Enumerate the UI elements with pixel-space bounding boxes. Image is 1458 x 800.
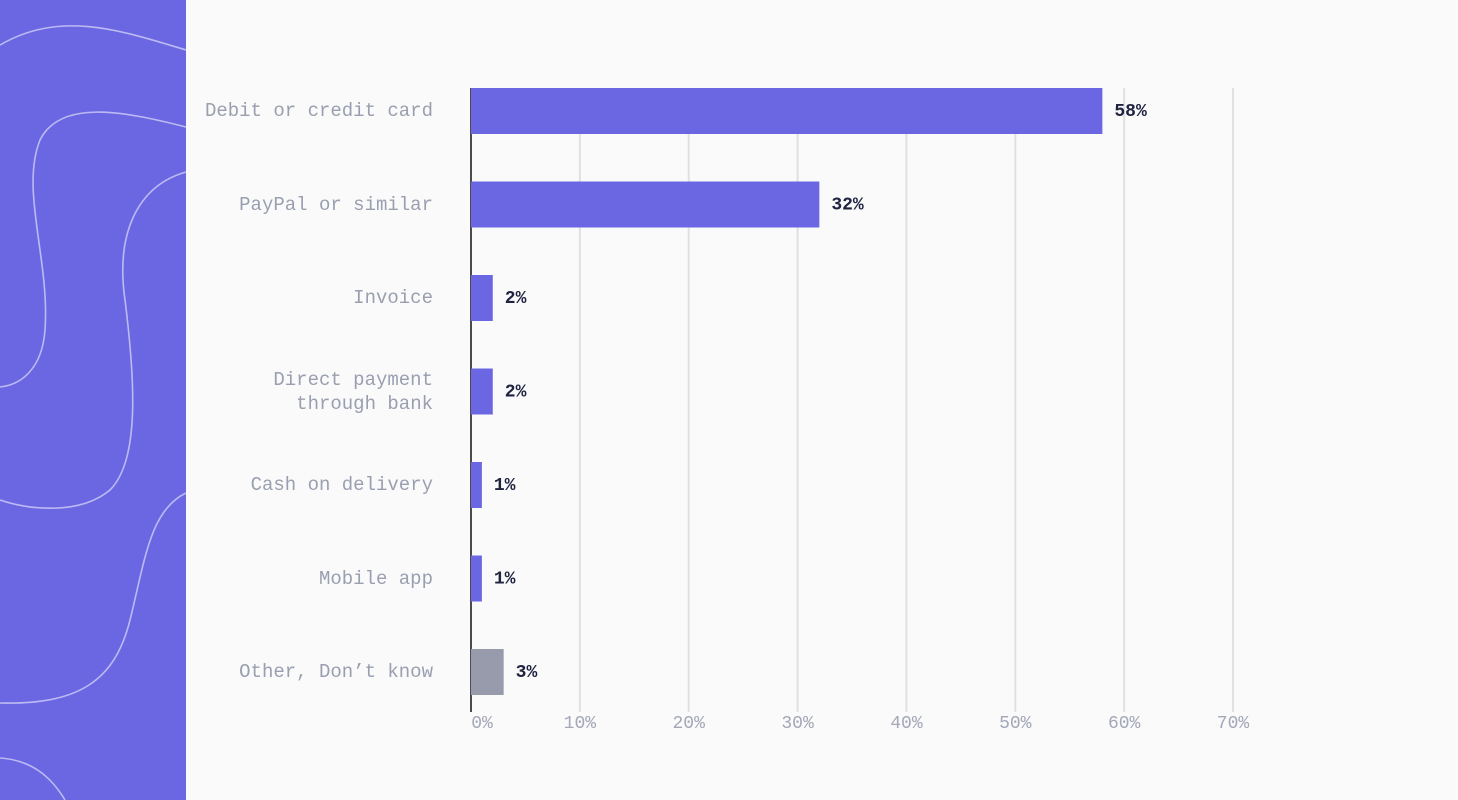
side-panel [0,0,186,800]
x-tick-label: 40% [890,714,923,734]
bar [471,368,493,415]
value-label: 2% [505,382,527,402]
value-label: 58% [1114,102,1147,122]
category-label: Invoice [353,287,433,309]
value-label: 2% [505,289,527,309]
bar [471,462,482,508]
x-tick-label: 70% [1217,714,1250,734]
value-label: 32% [831,195,864,215]
x-tick-label: 20% [673,714,706,734]
bar [471,555,482,602]
category-label: PayPal or similar [239,193,433,216]
category-label: Cash on delivery [250,474,433,496]
category-label: Mobile app [318,567,433,590]
decoration [0,25,187,800]
x-tick-label: 50% [999,714,1032,734]
bar [471,88,1103,134]
bar [471,181,820,228]
category-label: Debit or credit card [204,100,433,122]
category-label: Other, Don’t know [239,661,433,683]
value-label: 1% [494,476,516,496]
x-tick-label: 0% [471,714,493,734]
value-label: 3% [516,663,538,683]
category-label: Direct payment through bank [273,368,433,415]
bar [471,649,504,695]
x-tick-label: 60% [1108,714,1141,734]
bar [471,275,493,321]
x-tick-label: 10% [564,714,597,734]
x-tick-label: 30% [781,714,814,734]
value-label: 1% [494,569,516,589]
